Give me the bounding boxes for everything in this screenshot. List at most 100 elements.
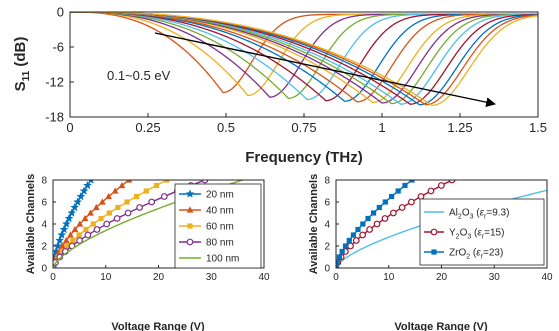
bl-legend-marker xyxy=(185,189,195,198)
y-tick-label: 0 xyxy=(41,264,47,275)
x-tick-label: 30 xyxy=(206,272,218,283)
br-data-point xyxy=(381,215,389,222)
bl-data-point xyxy=(70,202,80,212)
bl-data-point xyxy=(88,180,94,184)
br-data-point xyxy=(370,210,377,216)
bl-data-point xyxy=(79,186,89,195)
bl-data-point xyxy=(201,180,209,184)
br-data-point xyxy=(350,232,357,238)
br-legend: Al2O3 (εr=9.3) Y2O3 (εr=15) ZrO2 (εr=23) xyxy=(419,198,545,266)
bl-data-point xyxy=(76,232,82,238)
y-tick-label: -12 xyxy=(45,75,64,90)
bl-data-point xyxy=(93,226,101,233)
bl-data-point xyxy=(111,187,119,194)
bl-legend-label: 40 nm xyxy=(206,206,234,217)
y-tick-label: -6 xyxy=(52,40,64,55)
bl-data-point xyxy=(55,235,65,245)
bl-data-point xyxy=(62,236,70,244)
annotation-label: 0.1~0.5 eV xyxy=(107,68,171,83)
bl-data-point xyxy=(56,253,64,261)
br-data-point xyxy=(336,265,339,268)
bl-legend-label: 60 nm xyxy=(206,222,234,233)
br-data-point xyxy=(336,254,342,260)
br-data-point xyxy=(360,221,366,227)
bl-data-point xyxy=(113,215,121,222)
x-tick-label: 0.75 xyxy=(291,120,316,135)
bl-data-point xyxy=(84,231,92,239)
y-tick-label: 4 xyxy=(324,220,330,231)
trend-arrow xyxy=(154,32,496,107)
bl-data-point xyxy=(53,241,63,250)
bl-y-axis-label: Available Channels xyxy=(25,174,37,274)
bl-data-point xyxy=(115,204,121,211)
br-data-point xyxy=(389,209,397,217)
x-tick-label: 10 xyxy=(383,272,395,283)
s11-y-axis-label: S11 (dB) xyxy=(12,37,32,92)
bl-data-point xyxy=(64,213,74,223)
bl-data-point xyxy=(57,230,67,239)
br-data-point xyxy=(346,237,352,244)
y-tick-label: 2 xyxy=(41,242,47,253)
br-data-point xyxy=(342,243,349,249)
bl-data-point xyxy=(76,237,83,244)
br-data-point xyxy=(352,237,360,244)
br-series-group xyxy=(336,180,547,268)
bl-data-point xyxy=(81,214,89,222)
y-tick-label: 8 xyxy=(324,176,330,187)
bl-legend-label: 80 nm xyxy=(206,238,234,249)
s11-series-line-6 xyxy=(70,12,538,102)
br-data-point xyxy=(407,198,415,206)
br-data-point xyxy=(448,180,456,184)
bl-y-ticks: 0 2 4 6 8 xyxy=(41,176,56,275)
br-legend-marker xyxy=(430,228,438,236)
br-data-point xyxy=(366,226,373,233)
x-tick-label: 1.5 xyxy=(529,120,547,135)
x-tick-label: 0 xyxy=(50,272,56,283)
s11-y-ticks: 0 -6 -12 -18 xyxy=(45,5,74,125)
s11-chart: 0 0.25 0.5 0.75 1 1.25 1.5 0 -6 -12 -18 0.1~0.5 e… xyxy=(12,5,547,166)
bl-data-point xyxy=(103,220,111,228)
br-data-point xyxy=(373,220,381,228)
br-data-point xyxy=(382,199,388,205)
y-tick-label: 8 xyxy=(41,176,47,187)
br-data-point xyxy=(339,248,345,255)
y-tick-label: 6 xyxy=(324,198,330,209)
s11-series-line-16 xyxy=(70,12,538,106)
s11-x-ticks: 0 0.25 0.5 0.75 1 1.25 1.5 xyxy=(66,113,547,135)
bl-data-point xyxy=(164,180,170,183)
bl-data-point xyxy=(153,182,160,189)
bl-data-point xyxy=(76,191,86,201)
s11-series-group xyxy=(70,12,538,106)
x-tick-label: 0.5 xyxy=(217,120,235,135)
bl-legend-marker xyxy=(186,238,194,246)
br-y-axis-label: Available Channels xyxy=(308,174,320,274)
br-data-point xyxy=(365,215,371,222)
bl-legend-label: 100 nm xyxy=(206,254,239,265)
s11-annotation: 0.1~0.5 eV xyxy=(107,32,496,107)
x-tick-label: 20 xyxy=(436,272,448,283)
bl-data-point xyxy=(87,209,94,216)
bl-data-point xyxy=(136,204,144,211)
x-tick-label: 40 xyxy=(541,272,553,283)
y-tick-label: 0 xyxy=(57,5,64,20)
br-data-point xyxy=(389,193,395,200)
br-y-ticks: 0 2 4 6 8 xyxy=(324,176,339,275)
y-tick-label: 0 xyxy=(324,264,330,275)
channels-thickness-chart: 0 10 20 30 40 0 2 4 6 8 20 nm 40 nm 60 nm 80 nm 100 … xyxy=(25,174,270,331)
x-tick-label: 1.25 xyxy=(447,120,472,135)
br-data-point xyxy=(427,187,435,195)
x-tick-label: 1 xyxy=(378,120,385,135)
y-tick-label: -18 xyxy=(45,110,64,125)
bl-data-point xyxy=(148,198,156,206)
br-data-point xyxy=(359,231,367,239)
y-tick-label: 4 xyxy=(41,220,47,231)
x-tick-label: 0 xyxy=(66,120,73,135)
bl-legend: 20 nm 40 nm 60 nm 80 nm 100 nm xyxy=(174,183,262,269)
br-data-point xyxy=(336,259,340,266)
bl-data-point xyxy=(59,224,69,234)
br-legend-marker xyxy=(431,249,437,255)
bl-series-group xyxy=(53,180,244,268)
x-tick-label: 40 xyxy=(258,272,270,283)
bl-data-point xyxy=(83,226,89,233)
